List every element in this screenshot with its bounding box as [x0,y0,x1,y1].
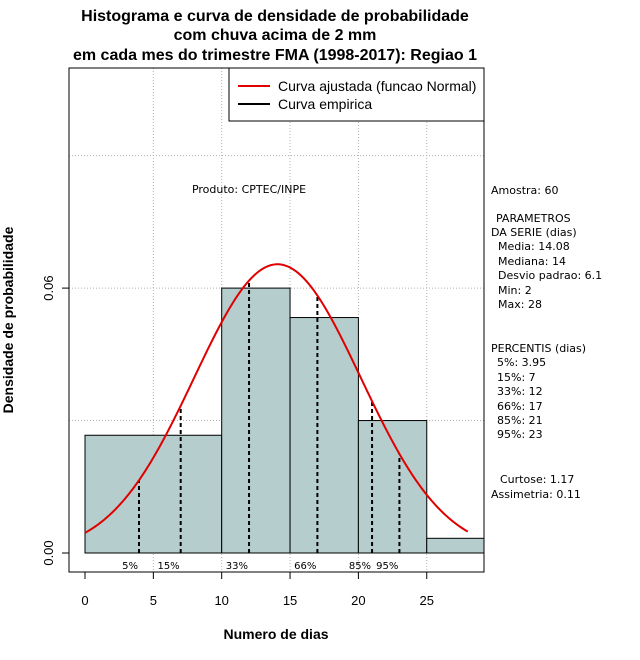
histogram-bar [426,537,485,554]
kurtosis: Curtose: 1.17 [500,473,574,486]
percentile-label: 33% [226,561,248,572]
skewness: Assimetria: 0.11 [491,488,581,501]
param-mean: Media: 14.08 [498,240,570,253]
sample-size: Amostra: 60 [491,184,558,197]
histogram-bars [84,287,485,554]
x-axis-tick-label: 25 [420,593,434,608]
x-axis-tick-label: 5 [150,593,157,608]
percentile-label: 95% [376,561,398,572]
product-annotation: Produto: CPTEC/INPE [192,183,306,196]
legend-box [228,67,485,122]
percentile-66: 66%: 17 [497,400,543,413]
chart-title-line-2: com chuva acima de 2 mm [174,27,377,44]
params-title-2: DA SERIE (dias) [491,226,577,239]
legend-empirical-curve-label: Curva empirica [278,96,372,112]
percentile-33: 33%: 12 [497,385,543,398]
histogram-bar [84,434,223,554]
chart-title-line-1: Histograma e curva de densidade de proba… [81,8,469,25]
legend-fitted-curve-label: Curva ajustada (funcao Normal) [278,78,476,94]
normal-curve [84,263,469,534]
percentile-label: 5% [122,561,138,572]
x-axis-tick-label: 0 [81,593,88,608]
histogram-bar [357,420,428,554]
legend: Curva ajustada (funcao Normal) Curva emp… [228,67,485,122]
param-min: Min: 2 [498,284,532,297]
percentile-label: 85% [349,561,371,572]
percentile-label: 66% [294,561,316,572]
y-axis-tick-label: 0.00 [41,540,56,565]
histogram-bar [289,317,359,554]
statistics-panel: Amostra: 60 PARAMETROS DA SERIE (dias) M… [491,184,602,501]
chart-title-line-3: em cada mes do trimestre FMA (1998-2017)… [73,47,477,64]
params-title-1: PARAMETROS [496,212,571,225]
x-axis-tick-label: 10 [214,593,228,608]
y-axis-tick-label: 0.06 [41,275,56,300]
percentile-85: 85%: 21 [497,414,543,427]
param-median: Mediana: 14 [498,255,566,268]
percentile-95: 95%: 23 [497,428,543,441]
percentile-5: 5%: 3.95 [497,356,546,369]
percentiles-title: PERCENTIS (dias) [491,342,586,355]
percentile-15: 15%: 7 [497,371,536,384]
histogram-bar [221,287,291,554]
x-axis-tick-label: 20 [351,593,365,608]
x-axis-tick-label: 15 [283,593,297,608]
x-axis-title: Numero de dias [223,626,328,642]
param-std-dev: Desvio padrao: 6.1 [498,269,602,282]
axes: 0 5 10 15 20 25 0.00 0.06 [41,275,434,608]
y-axis-title: Densidade de probabilidade [0,226,16,413]
percentile-lines: 5% 15% 33% 66% 85% 95% [122,280,401,572]
percentile-label: 15% [157,561,179,572]
param-max: Max: 28 [498,298,542,311]
